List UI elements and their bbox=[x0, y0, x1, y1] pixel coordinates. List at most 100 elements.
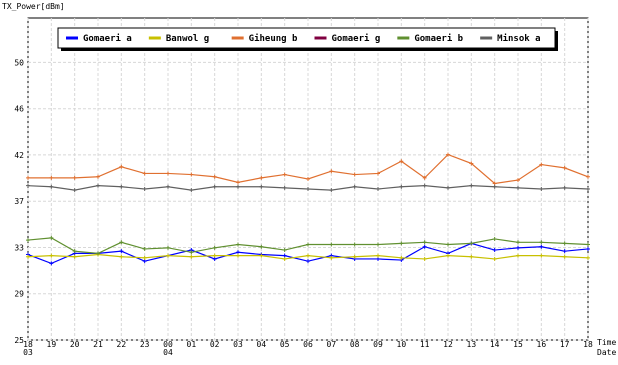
point-marker bbox=[399, 255, 404, 260]
point-marker bbox=[49, 235, 54, 240]
legend-label: Gomaeri g bbox=[332, 33, 381, 44]
point-marker bbox=[422, 175, 427, 180]
x-tick-label: 04 bbox=[257, 340, 267, 349]
x-tick-label: 17 bbox=[560, 340, 570, 349]
point-marker bbox=[72, 249, 77, 254]
x-tick-label: 02 bbox=[210, 340, 220, 349]
point-marker bbox=[469, 241, 474, 246]
point-marker bbox=[306, 242, 310, 247]
point-marker bbox=[376, 253, 380, 258]
point-marker bbox=[189, 254, 194, 259]
point-marker bbox=[49, 253, 54, 258]
point-marker bbox=[119, 249, 124, 254]
point-marker bbox=[539, 162, 544, 167]
x-tick-label: 14 bbox=[490, 340, 500, 349]
point-marker bbox=[166, 171, 170, 176]
point-marker bbox=[329, 188, 334, 193]
point-marker bbox=[492, 256, 497, 261]
point-marker bbox=[586, 242, 590, 247]
x-tick-label: 09 bbox=[373, 340, 383, 349]
x-tick-label: 08 bbox=[350, 340, 360, 349]
x-tick-label: 23 bbox=[140, 340, 150, 349]
point-marker bbox=[469, 183, 474, 188]
x-tick-label: 11 bbox=[420, 340, 430, 349]
point-marker bbox=[236, 184, 240, 189]
point-marker bbox=[142, 171, 147, 176]
x-tick-label: 12 bbox=[443, 340, 453, 349]
point-marker bbox=[516, 253, 520, 258]
x-tick-label: 22 bbox=[117, 340, 127, 349]
point-marker bbox=[96, 251, 100, 256]
y-axis-label: TX_Power[dBm] bbox=[2, 2, 65, 11]
point-marker bbox=[329, 255, 334, 260]
point-marker bbox=[96, 183, 100, 188]
x-tick-label: 06 bbox=[303, 340, 313, 349]
point-marker bbox=[49, 184, 54, 189]
x-tick-label: 15 bbox=[513, 340, 523, 349]
point-marker bbox=[212, 174, 217, 179]
point-marker bbox=[352, 254, 357, 259]
legend-label: Giheung b bbox=[249, 33, 298, 44]
point-marker bbox=[492, 184, 497, 189]
point-marker bbox=[352, 184, 357, 189]
legend bbox=[57, 27, 556, 49]
legend-label: Gomaeri b bbox=[414, 33, 463, 44]
x-tick-label: 07 bbox=[327, 340, 337, 349]
point-marker bbox=[49, 175, 54, 180]
point-marker bbox=[259, 253, 264, 258]
legend-label: Minsok a bbox=[497, 33, 540, 44]
point-marker bbox=[586, 186, 590, 191]
legend-label: Gomaeri a bbox=[83, 33, 132, 44]
point-marker bbox=[189, 250, 194, 255]
x-tick-label: 01 bbox=[187, 340, 197, 349]
point-marker bbox=[119, 164, 124, 169]
x-tick-label: 13 bbox=[467, 340, 477, 349]
x-date-label: 03 bbox=[23, 348, 33, 357]
x-tick-label: 20 bbox=[70, 340, 80, 349]
point-marker bbox=[399, 184, 404, 189]
point-marker bbox=[446, 185, 450, 190]
point-marker bbox=[26, 183, 30, 188]
point-marker bbox=[516, 178, 520, 183]
point-marker bbox=[516, 185, 520, 190]
y-tick-label: 46 bbox=[14, 105, 24, 114]
point-marker bbox=[562, 165, 567, 170]
point-marker bbox=[516, 245, 520, 250]
point-marker bbox=[26, 175, 30, 180]
point-marker bbox=[259, 184, 264, 189]
point-marker bbox=[422, 240, 427, 245]
point-marker bbox=[282, 172, 287, 177]
point-marker bbox=[329, 242, 334, 247]
y-tick-label: 50 bbox=[14, 58, 24, 67]
point-marker bbox=[399, 159, 404, 164]
point-marker bbox=[376, 186, 380, 191]
point-marker bbox=[586, 246, 590, 251]
x-tick-label: 00 bbox=[163, 340, 173, 349]
x-tick-label: 05 bbox=[280, 340, 290, 349]
x-tick-label: 18 bbox=[583, 340, 593, 349]
point-marker bbox=[376, 171, 380, 176]
point-marker bbox=[539, 186, 544, 191]
point-marker bbox=[72, 175, 77, 180]
y-tick-label: 33 bbox=[14, 244, 24, 253]
point-marker bbox=[236, 242, 240, 247]
point-marker bbox=[166, 184, 170, 189]
x-axis-label-2: Date bbox=[597, 348, 616, 357]
y-tick-label: 37 bbox=[14, 197, 24, 206]
point-marker bbox=[142, 246, 147, 251]
x-tick-label: 18 bbox=[23, 340, 33, 349]
point-marker bbox=[166, 253, 170, 258]
point-marker bbox=[306, 259, 310, 264]
point-marker bbox=[189, 172, 194, 177]
point-marker bbox=[259, 244, 264, 249]
point-marker bbox=[562, 249, 567, 254]
point-marker bbox=[119, 240, 124, 245]
point-marker bbox=[49, 261, 54, 266]
x-tick-label: 21 bbox=[93, 340, 103, 349]
point-marker bbox=[492, 236, 497, 241]
point-marker bbox=[282, 185, 287, 190]
x-tick-label: 16 bbox=[537, 340, 547, 349]
x-tick-label: 19 bbox=[47, 340, 57, 349]
